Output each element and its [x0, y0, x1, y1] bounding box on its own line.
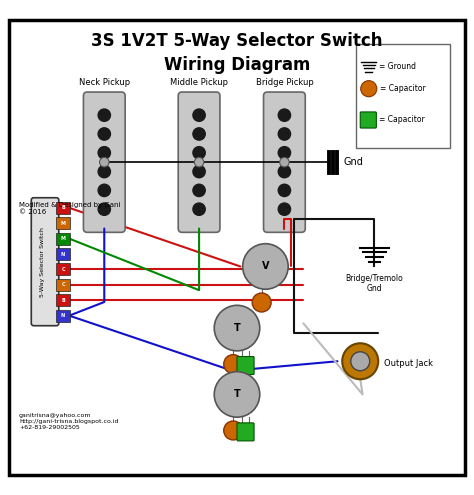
Circle shape — [224, 421, 243, 440]
Text: Wiring Diagram: Wiring Diagram — [164, 56, 310, 74]
Circle shape — [193, 109, 205, 121]
Circle shape — [100, 157, 109, 167]
Circle shape — [243, 244, 288, 289]
Text: Output Jack: Output Jack — [384, 359, 433, 368]
Text: = Capacitor: = Capacitor — [379, 115, 425, 124]
Text: C: C — [61, 282, 65, 287]
Circle shape — [342, 343, 378, 379]
Text: 5-Way Selector Switch: 5-Way Selector Switch — [40, 227, 45, 297]
Circle shape — [98, 184, 110, 197]
Text: N: N — [61, 313, 65, 318]
Text: M: M — [61, 221, 65, 226]
Circle shape — [98, 109, 110, 121]
FancyBboxPatch shape — [31, 198, 59, 326]
Circle shape — [351, 352, 370, 371]
Circle shape — [214, 305, 260, 351]
Circle shape — [194, 157, 204, 167]
FancyBboxPatch shape — [237, 423, 254, 441]
Text: Middle Pickup: Middle Pickup — [170, 78, 228, 87]
Text: V: V — [262, 261, 269, 271]
Circle shape — [278, 184, 291, 197]
Bar — [56, 279, 70, 291]
Text: T: T — [234, 323, 240, 333]
FancyBboxPatch shape — [264, 92, 305, 232]
Circle shape — [278, 109, 291, 121]
Text: Neck Pickup: Neck Pickup — [79, 78, 130, 87]
Text: ganitrisna@yahoo.com
http://gani-trisna.blogspot.co.id
+62-819-29002505: ganitrisna@yahoo.com http://gani-trisna.… — [19, 413, 118, 430]
Text: Gnd: Gnd — [344, 157, 364, 167]
Text: Modified & Designed by Gani
© 2016: Modified & Designed by Gani © 2016 — [19, 202, 120, 215]
Circle shape — [224, 354, 243, 374]
Text: 3S 1V2T 5-Way Selector Switch: 3S 1V2T 5-Way Selector Switch — [91, 32, 383, 50]
FancyBboxPatch shape — [237, 356, 254, 375]
Circle shape — [361, 81, 377, 97]
Circle shape — [193, 203, 205, 215]
Circle shape — [278, 165, 291, 178]
Bar — [56, 263, 70, 275]
Circle shape — [278, 128, 291, 140]
Circle shape — [252, 293, 271, 312]
Circle shape — [98, 147, 110, 159]
Text: N: N — [61, 251, 65, 256]
Text: B: B — [61, 297, 65, 303]
Text: = Ground: = Ground — [379, 62, 416, 71]
Text: Bridge Pickup: Bridge Pickup — [255, 78, 313, 87]
Bar — [356, 44, 450, 148]
FancyBboxPatch shape — [83, 92, 125, 232]
Bar — [56, 217, 70, 229]
Circle shape — [278, 147, 291, 159]
Text: C: C — [61, 267, 65, 272]
Circle shape — [98, 128, 110, 140]
Circle shape — [193, 184, 205, 197]
Bar — [56, 202, 70, 214]
Circle shape — [193, 128, 205, 140]
Text: B: B — [61, 205, 65, 210]
Text: = Capacitor: = Capacitor — [380, 84, 426, 93]
Text: Bridge/Tremolo
Gnd: Bridge/Tremolo Gnd — [346, 274, 403, 293]
FancyBboxPatch shape — [178, 92, 220, 232]
Circle shape — [193, 147, 205, 159]
Bar — [56, 310, 70, 322]
Circle shape — [214, 372, 260, 417]
Circle shape — [98, 165, 110, 178]
Bar — [56, 248, 70, 260]
Circle shape — [98, 203, 110, 215]
Bar — [56, 233, 70, 245]
Circle shape — [193, 165, 205, 178]
Text: T: T — [234, 390, 240, 399]
Bar — [56, 294, 70, 306]
Circle shape — [280, 157, 289, 167]
Text: M: M — [61, 236, 65, 241]
Circle shape — [278, 203, 291, 215]
FancyBboxPatch shape — [360, 112, 376, 128]
